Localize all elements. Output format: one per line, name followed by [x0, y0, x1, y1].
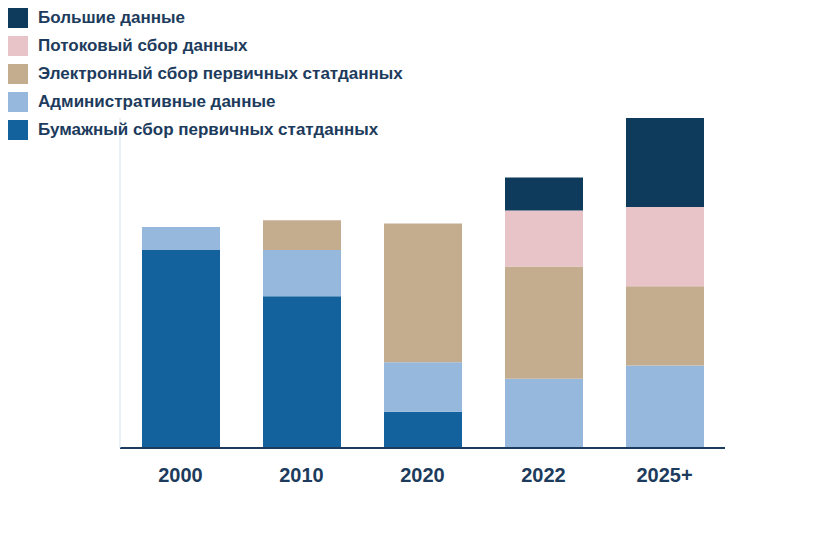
html-text:Потоковый сбор данных: Потоковый сбор данных — [38, 36, 248, 55]
svg-text:2020: 2020 — [400, 464, 445, 486]
html-text:Бумажный сбор первичных статда: Бумажный сбор первичных статданных — [38, 120, 379, 139]
svg-text:2000: 2000 — [158, 464, 203, 486]
html-text:Административные данные: Административные данные — [38, 92, 276, 111]
svg-text:2025+: 2025+ — [636, 464, 692, 486]
html-text:Электронный сбор первичных ста: Электронный сбор первичных статданных — [38, 64, 403, 83]
svg-text:2010: 2010 — [279, 464, 324, 486]
svg-text:2022: 2022 — [521, 464, 566, 486]
html-text:Большие данные: Большие данные — [38, 8, 185, 27]
